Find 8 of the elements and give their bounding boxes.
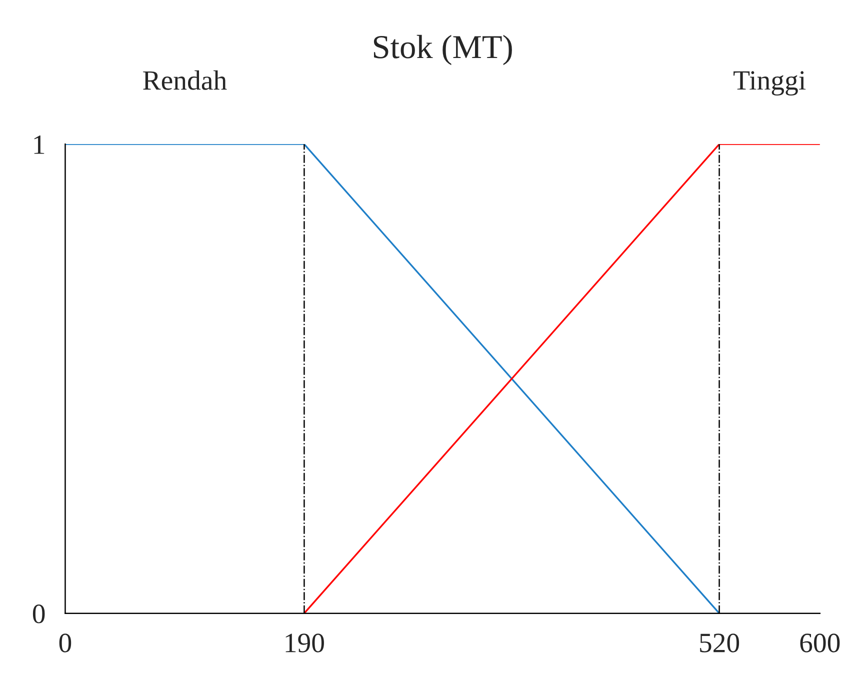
y-tick-label: 1 [34, 135, 44, 154]
chart-title: Stok (MT) [374, 34, 512, 66]
series-label: Rendah [143, 70, 227, 90]
x-tick-label: 190 [286, 634, 324, 652]
series-label: Tinggi [734, 71, 806, 96]
x-tick-label: 600 [800, 634, 840, 652]
x-tick-label: 0 [59, 634, 72, 652]
x-tick-label: 520 [700, 634, 740, 652]
